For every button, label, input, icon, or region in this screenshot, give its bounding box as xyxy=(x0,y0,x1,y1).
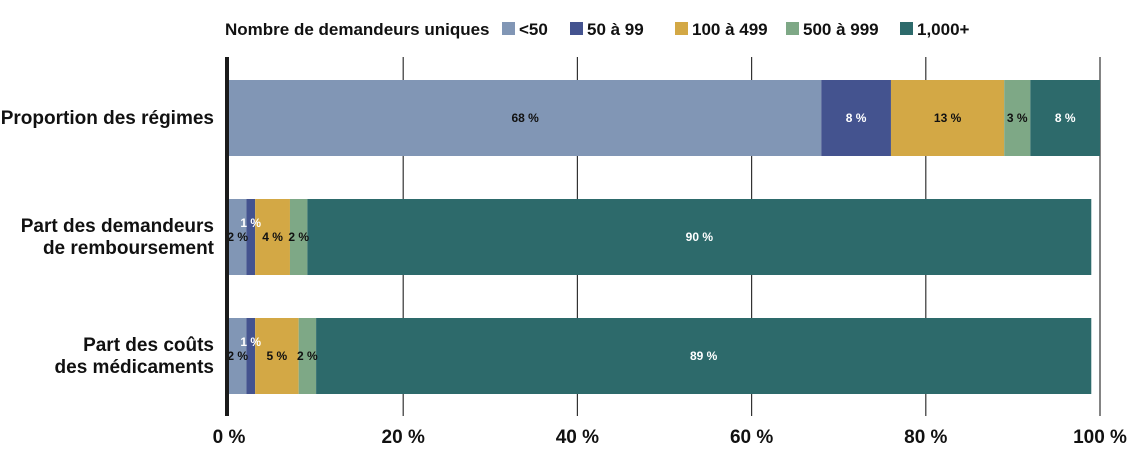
category-label-line: Part des demandeurs xyxy=(21,216,214,237)
legend-title: Nombre de demandeurs uniques xyxy=(225,20,490,39)
bar-segment-1-3 xyxy=(289,199,308,275)
category-label-line: Part des coûts xyxy=(83,335,214,356)
x-tick-label: 60 % xyxy=(730,427,773,448)
legend-swatch xyxy=(900,22,913,35)
data-label: 8 % xyxy=(846,111,867,125)
bar-segment-0-3 xyxy=(1004,80,1031,156)
bar-segment-1-4 xyxy=(307,199,1092,275)
data-label: 2 % xyxy=(288,230,309,244)
category-label-line: Proportion des régimes xyxy=(1,108,214,129)
data-label: 2 % xyxy=(297,349,318,363)
data-label: 2 % xyxy=(227,230,248,244)
bar-segment-2-1 xyxy=(246,318,256,394)
bar-segment-0-0 xyxy=(229,80,822,156)
category-labels: Proportion des régimes Part des demandeur… xyxy=(1,108,215,378)
y-axis-line xyxy=(225,57,229,416)
bar-segment-2-2 xyxy=(255,318,299,394)
bar-segment-1-0 xyxy=(229,199,247,275)
data-label: 1 % xyxy=(240,335,261,349)
bars xyxy=(229,80,1100,394)
legend-swatch xyxy=(502,22,515,35)
bar-segment-2-3 xyxy=(298,318,317,394)
x-axis: 0 % 20 % 40 % 60 % 80 % 100 % xyxy=(213,57,1127,448)
bar-segment-0-1 xyxy=(821,80,891,156)
data-label: 5 % xyxy=(267,349,288,363)
category-label: Part des demandeurs de remboursement xyxy=(21,216,215,259)
category-label-line: des médicaments xyxy=(55,357,214,378)
data-label: 68 % xyxy=(511,111,539,125)
legend-swatch xyxy=(675,22,688,35)
x-tick-label: 100 % xyxy=(1073,427,1127,448)
bar-segment-2-0 xyxy=(229,318,247,394)
x-tick-label: 20 % xyxy=(382,427,425,448)
bar-segment-1-1 xyxy=(246,199,256,275)
x-tick-label: 80 % xyxy=(904,427,947,448)
data-label: 1 % xyxy=(240,216,261,230)
legend-label: 1,000+ xyxy=(917,20,970,39)
legend-swatch xyxy=(786,22,799,35)
legend-label: 50 à 99 xyxy=(587,20,644,39)
bar-segment-2-4 xyxy=(316,318,1092,394)
legend: Nombre de demandeurs uniques <50 50 à 99 1… xyxy=(225,20,970,39)
legend-label: 100 à 499 xyxy=(692,20,768,39)
data-label: 13 % xyxy=(934,111,962,125)
data-label: 2 % xyxy=(227,349,248,363)
legend-swatch xyxy=(570,22,583,35)
data-label: 90 % xyxy=(686,230,714,244)
bar-segment-0-4 xyxy=(1030,80,1100,156)
x-tick-label: 40 % xyxy=(556,427,599,448)
bar-segment-0-2 xyxy=(890,80,1005,156)
legend-label: 500 à 999 xyxy=(803,20,879,39)
category-label: Part des coûts des médicaments xyxy=(55,335,214,378)
x-tick-label: 0 % xyxy=(213,427,246,448)
segment-labels: 68 % 8 % 13 % 3 % 8 %2 %1 %4 % 2 % 90 %2 %1 %5… xyxy=(227,111,1075,363)
data-label: 89 % xyxy=(690,349,718,363)
category-label-line: de remboursement xyxy=(43,238,215,259)
data-label: 3 % xyxy=(1007,111,1028,125)
category-label: Proportion des régimes xyxy=(1,108,214,129)
data-label: 4 % xyxy=(262,230,283,244)
bar-segment-1-2 xyxy=(255,199,290,275)
legend-label: <50 xyxy=(519,20,548,39)
data-label: 8 % xyxy=(1055,111,1076,125)
